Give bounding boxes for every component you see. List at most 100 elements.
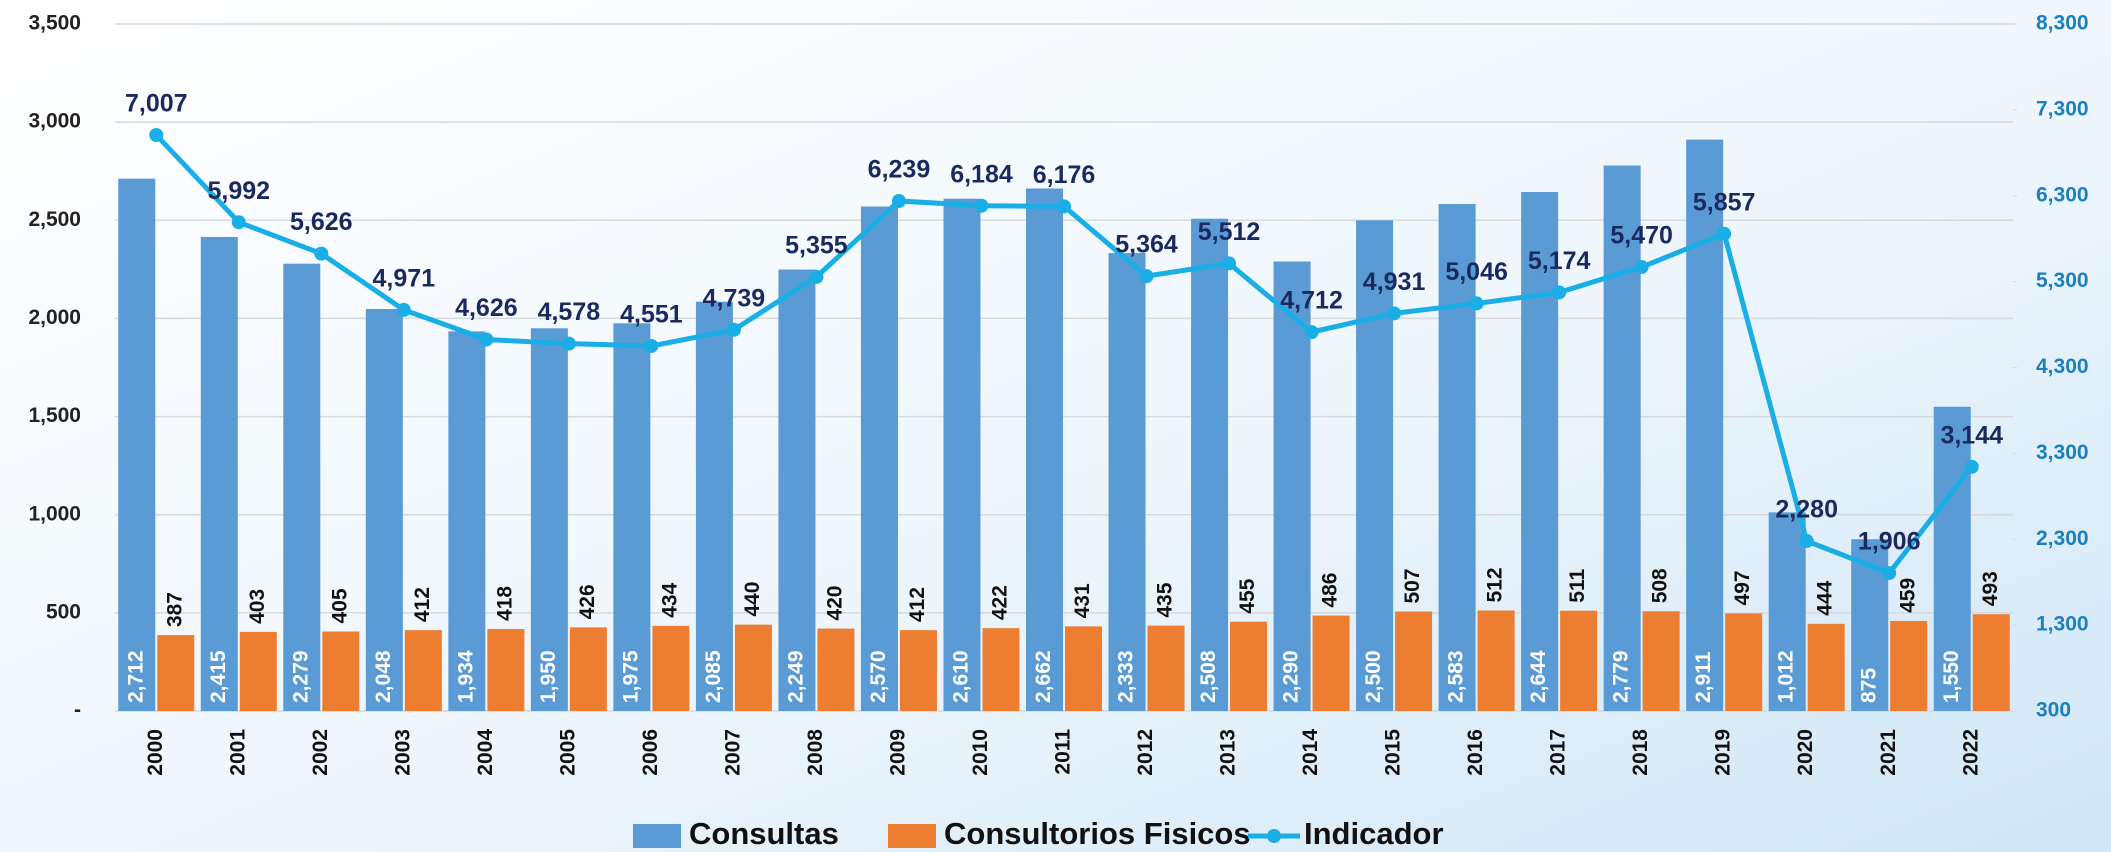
bar <box>1065 626 1102 711</box>
y2-tick-label: 5,300 <box>2036 269 2089 292</box>
bar-value-label: 412 <box>906 587 929 622</box>
line-value-label: 2,280 <box>1775 496 1838 524</box>
line-marker <box>1139 269 1154 284</box>
x-tick-label: 2004 <box>474 729 497 776</box>
y2-tick-label: 6,300 <box>2036 183 2089 206</box>
line-value-label: 4,739 <box>703 284 766 312</box>
bar-value-label: 1,975 <box>619 650 642 703</box>
x-tick-label: 2019 <box>1712 729 1735 776</box>
bar <box>1521 192 1559 711</box>
bar <box>1191 218 1229 711</box>
y-tick-label: 1,500 <box>28 404 81 427</box>
bar <box>1807 623 1845 711</box>
line-marker <box>726 322 741 337</box>
x-tick-label: 2000 <box>144 729 167 776</box>
bar-value-label: 2,508 <box>1197 650 1220 703</box>
line-value-label: 4,578 <box>538 298 601 326</box>
line-marker <box>231 215 246 230</box>
bar <box>1438 203 1476 711</box>
legend-swatch <box>1267 829 1281 843</box>
bar <box>157 635 195 711</box>
bar-value-label: 507 <box>1401 568 1424 603</box>
bar-value-label: 2,500 <box>1362 650 1385 703</box>
bar-value-label: 2,085 <box>702 650 725 703</box>
bar-value-label: 403 <box>246 589 269 624</box>
x-tick-label: 2010 <box>969 729 992 776</box>
y-tick-label: 3,500 <box>28 12 81 35</box>
bar-value-label: 2,610 <box>950 650 973 703</box>
y2-tick-label: 4,300 <box>2036 355 2089 378</box>
line-marker <box>314 246 329 261</box>
bar <box>1477 610 1515 711</box>
line-value-label: 5,626 <box>290 208 353 236</box>
line-value-label: 4,931 <box>1363 268 1426 296</box>
line-marker <box>1469 296 1484 311</box>
bar-value-label: 387 <box>163 592 186 627</box>
bar-value-label: 434 <box>658 582 681 617</box>
bar <box>448 331 486 711</box>
line-marker <box>1634 260 1649 275</box>
line-value-label: 5,046 <box>1445 258 1508 286</box>
bar-value-label: 405 <box>328 588 351 623</box>
legend-label: Consultas <box>689 816 839 851</box>
bar-value-label: 426 <box>576 584 599 619</box>
bar-value-label: 2,644 <box>1527 650 1550 703</box>
x-tick-label: 2017 <box>1547 729 1570 776</box>
bar-value-label: 493 <box>1979 571 2002 606</box>
bar-value-label: 1,550 <box>1940 650 1963 703</box>
bar <box>1026 188 1063 711</box>
bar-value-label: 875 <box>1857 668 1880 703</box>
bar <box>1933 406 1971 711</box>
line-marker <box>1222 256 1237 271</box>
bar-value-label: 431 <box>1071 583 1094 618</box>
x-tick-label: 2006 <box>639 729 662 776</box>
line-value-label: 5,857 <box>1693 188 1756 216</box>
bar <box>1725 613 1763 711</box>
bar <box>899 630 937 711</box>
bar-value-label: 511 <box>1566 568 1589 602</box>
bar <box>1147 625 1185 711</box>
bar-value-label: 2,279 <box>289 650 312 703</box>
line-marker <box>1057 199 1071 214</box>
bar <box>322 631 360 711</box>
line-marker <box>396 302 411 317</box>
legend-label: Consultorios Fisicos <box>944 816 1251 851</box>
x-tick-label: 2002 <box>309 729 332 776</box>
line-value-label: 6,239 <box>868 156 931 184</box>
line-marker <box>479 332 494 347</box>
bar-value-label: 459 <box>1896 578 1919 613</box>
line-marker <box>1552 285 1567 300</box>
bar-value-label: 440 <box>741 582 764 617</box>
bar-value-label: 1,950 <box>537 650 560 703</box>
y-tick-label: 500 <box>46 600 81 623</box>
x-tick-label: 2018 <box>1629 729 1652 776</box>
bar <box>239 631 277 711</box>
bar-value-label: 2,911 <box>1692 651 1715 703</box>
bar <box>860 206 898 711</box>
line-value-label: 5,470 <box>1610 222 1673 250</box>
x-tick-label: 2021 <box>1877 729 1900 776</box>
bar <box>404 630 442 711</box>
bar-value-label: 1,934 <box>454 650 477 703</box>
y2-tick-label: 7,300 <box>2036 97 2089 120</box>
legend-swatch <box>633 824 681 848</box>
bar <box>734 624 772 711</box>
bar-value-label: 2,570 <box>867 650 890 703</box>
bar-value-label: 512 <box>1484 567 1507 602</box>
line-value-label: 5,355 <box>785 232 848 260</box>
y-tick-label: 1,000 <box>28 502 81 525</box>
bar-value-label: 418 <box>493 586 516 621</box>
bar <box>1273 261 1311 711</box>
bar <box>1642 611 1680 711</box>
bar <box>943 198 981 712</box>
line-marker <box>561 336 576 351</box>
x-tick-label: 2012 <box>1134 729 1157 776</box>
line-value-label: 5,512 <box>1198 218 1261 246</box>
bar-value-label: 455 <box>1236 578 1259 613</box>
line-value-label: 5,364 <box>1115 231 1178 259</box>
y2-tick-label: 8,300 <box>2036 12 2089 35</box>
bar <box>1603 165 1641 712</box>
line-value-label: 5,174 <box>1528 247 1591 275</box>
bar <box>118 178 156 711</box>
bar <box>778 269 816 711</box>
